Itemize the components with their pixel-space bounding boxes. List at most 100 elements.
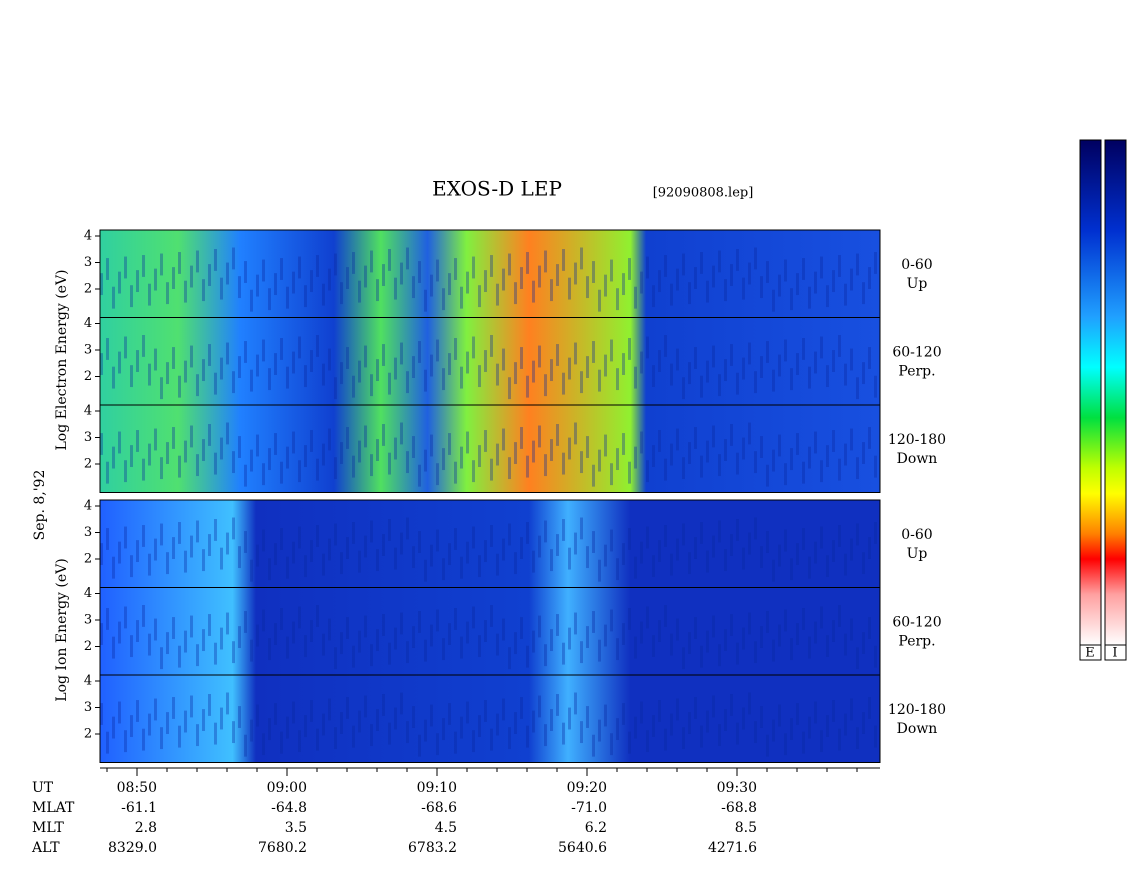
- texture: [706, 360, 709, 383]
- texture: [178, 725, 181, 748]
- texture: [658, 540, 661, 563]
- texture: [532, 550, 535, 573]
- texture: [646, 460, 649, 483]
- texture: [130, 555, 133, 578]
- texture: [436, 733, 439, 756]
- texture: [460, 556, 463, 579]
- texture: [442, 558, 445, 581]
- texture: [124, 526, 127, 549]
- texture: [388, 642, 391, 665]
- texture: [802, 461, 805, 484]
- texture: [160, 457, 163, 480]
- texture: [802, 528, 805, 550]
- texture: [214, 722, 217, 745]
- texture: [316, 458, 319, 481]
- texture: [520, 347, 523, 369]
- texture: [100, 623, 103, 645]
- texture: [700, 645, 703, 668]
- axis-label: Log Electron Energy (eV): [54, 269, 70, 450]
- texture: [706, 440, 709, 463]
- texture: [304, 635, 307, 658]
- texture: [346, 697, 349, 719]
- texture: [154, 538, 157, 561]
- texture: [382, 264, 385, 286]
- row-value: 09:10: [417, 780, 457, 796]
- texture: [604, 704, 607, 727]
- texture: [610, 259, 613, 282]
- texture: [136, 700, 139, 722]
- spectrogram: [100, 675, 880, 763]
- texture: [364, 265, 367, 288]
- texture: [370, 374, 373, 397]
- texture: [646, 730, 649, 753]
- texture: [142, 458, 145, 481]
- texture: [118, 701, 121, 724]
- texture: [322, 363, 325, 386]
- y-tick-label: 4: [84, 404, 92, 419]
- texture: [388, 722, 391, 745]
- texture: [400, 342, 403, 365]
- texture: [322, 443, 325, 466]
- date: Sep. 8,'92: [32, 470, 48, 541]
- texture: [262, 733, 265, 756]
- texture: [274, 433, 277, 455]
- texture: [694, 617, 697, 639]
- texture: [730, 264, 733, 286]
- texture: [586, 276, 589, 299]
- texture: [478, 445, 481, 468]
- texture: [868, 267, 871, 289]
- texture: [154, 348, 157, 371]
- texture: [724, 629, 727, 652]
- texture: [406, 721, 409, 744]
- texture: [100, 433, 103, 455]
- texture: [502, 618, 505, 641]
- texture: [340, 712, 343, 734]
- texture: [814, 431, 817, 454]
- texture: [256, 544, 259, 567]
- texture: [736, 452, 739, 475]
- texture: [532, 280, 535, 303]
- texture: [562, 722, 565, 745]
- texture: [388, 372, 391, 395]
- texture: [838, 605, 841, 627]
- texture: [232, 451, 235, 474]
- texture: [214, 372, 217, 395]
- texture: [280, 338, 283, 360]
- texture: [496, 713, 499, 736]
- texture: [184, 440, 187, 463]
- texture: [160, 377, 163, 400]
- texture: [760, 546, 763, 569]
- texture: [316, 728, 319, 751]
- texture: [820, 336, 823, 359]
- texture: [334, 457, 337, 480]
- texture: [700, 522, 703, 544]
- texture: [580, 721, 583, 744]
- texture: [364, 535, 367, 558]
- texture: [622, 703, 625, 725]
- texture: [844, 363, 847, 386]
- texture: [370, 454, 373, 477]
- texture: [616, 368, 619, 391]
- texture: [388, 452, 391, 475]
- texture: [226, 532, 229, 555]
- texture: [262, 339, 265, 362]
- texture: [112, 716, 115, 739]
- texture: [148, 553, 151, 576]
- texture: [154, 618, 157, 641]
- texture: [658, 350, 661, 372]
- texture: [424, 719, 427, 742]
- texture: [292, 431, 295, 454]
- texture: [592, 261, 595, 283]
- texture: [820, 730, 823, 753]
- texture: [526, 455, 529, 478]
- texture: [304, 365, 307, 388]
- texture: [742, 547, 745, 570]
- texture: [460, 366, 463, 389]
- texture: [772, 719, 775, 742]
- texture: [676, 428, 679, 451]
- texture: [526, 725, 529, 748]
- texture: [790, 288, 793, 311]
- texture: [226, 422, 229, 445]
- title: EXOS-D LEP: [432, 177, 562, 201]
- texture: [256, 354, 259, 377]
